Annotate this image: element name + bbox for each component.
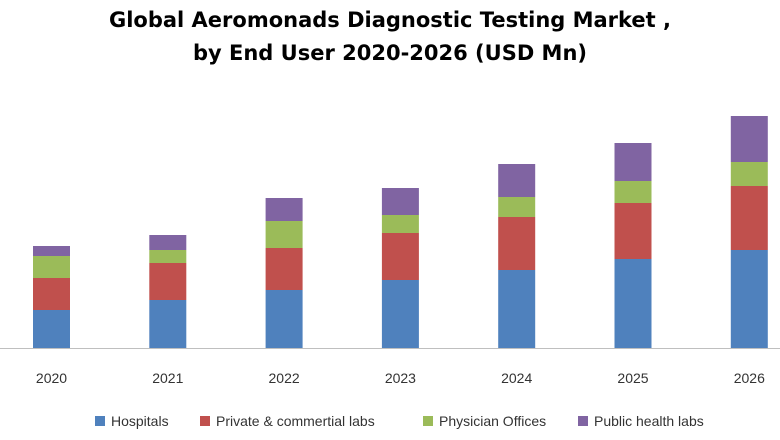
- bar-2022-physician-offices: [265, 221, 303, 248]
- bar-2023-physician-offices: [381, 215, 419, 233]
- legend-item: Public health labs: [578, 413, 704, 429]
- bar-2026-public-health-labs: [730, 116, 768, 162]
- bar-2021-hospitals: [149, 300, 187, 348]
- bar-2020-hospitals: [33, 310, 70, 348]
- legend-item: Physician Offices: [423, 413, 546, 429]
- chart-title-line1: Global Aeromonads Diagnostic Testing Mar…: [108, 8, 672, 32]
- bar-2023-public-health-labs: [381, 188, 419, 215]
- x-tick-label: 2022: [269, 370, 300, 386]
- bar-2025-private-commertial-labs: [614, 203, 652, 259]
- bar-2022-public-health-labs: [265, 198, 303, 221]
- legend-label: Public health labs: [594, 413, 704, 429]
- legend-label: Hospitals: [111, 413, 169, 429]
- x-tick-label: 2023: [385, 370, 416, 386]
- bar-2020-private-commertial-labs: [33, 278, 70, 310]
- bar-2021-public-health-labs: [149, 235, 187, 250]
- bar-2026-hospitals: [730, 250, 768, 348]
- legend-swatch: [578, 416, 588, 426]
- bar-2024-physician-offices: [498, 197, 536, 217]
- bar-2021-private-commertial-labs: [149, 263, 187, 300]
- legend-swatch: [200, 416, 210, 426]
- bar-2024-hospitals: [498, 270, 536, 348]
- bar-2025-public-health-labs: [614, 143, 652, 181]
- x-tick-label: 2025: [617, 370, 648, 386]
- bar-2024-public-health-labs: [498, 164, 536, 197]
- legend-item: Private & commertial labs: [200, 413, 375, 429]
- bar-2022-hospitals: [265, 290, 303, 348]
- bar-2021-physician-offices: [149, 250, 187, 263]
- bar-2023-private-commertial-labs: [381, 233, 419, 280]
- bar-2023-hospitals: [381, 280, 419, 348]
- bar-2025-hospitals: [614, 259, 652, 348]
- legend-label: Private & commertial labs: [216, 413, 375, 429]
- x-tick-label: 2021: [152, 370, 183, 386]
- bar-2026-private-commertial-labs: [730, 186, 768, 250]
- chart-title: Global Aeromonads Diagnostic Testing Mar…: [0, 4, 780, 70]
- legend-label: Physician Offices: [439, 413, 547, 429]
- chart-legend: Hospitals Private & commertial labs Physic…: [0, 413, 780, 433]
- bar-2020-public-health-labs: [33, 246, 70, 256]
- x-tick-label: 2020: [36, 370, 67, 386]
- legend-item: Hospitals: [95, 413, 169, 429]
- bar-2022-private-commertial-labs: [265, 248, 303, 290]
- legend-swatch: [95, 416, 105, 426]
- legend-swatch: [423, 416, 433, 426]
- bar-2025-physician-offices: [614, 181, 652, 203]
- x-tick-label: 2026: [734, 370, 765, 386]
- x-tick-label: 2024: [501, 370, 532, 386]
- bar-2026-physician-offices: [730, 162, 768, 186]
- bar-2020-physician-offices: [33, 256, 70, 278]
- bar-2024-private-commertial-labs: [498, 217, 536, 270]
- chart-title-line2: by End User 2020-2026 (USD Mn): [192, 41, 588, 65]
